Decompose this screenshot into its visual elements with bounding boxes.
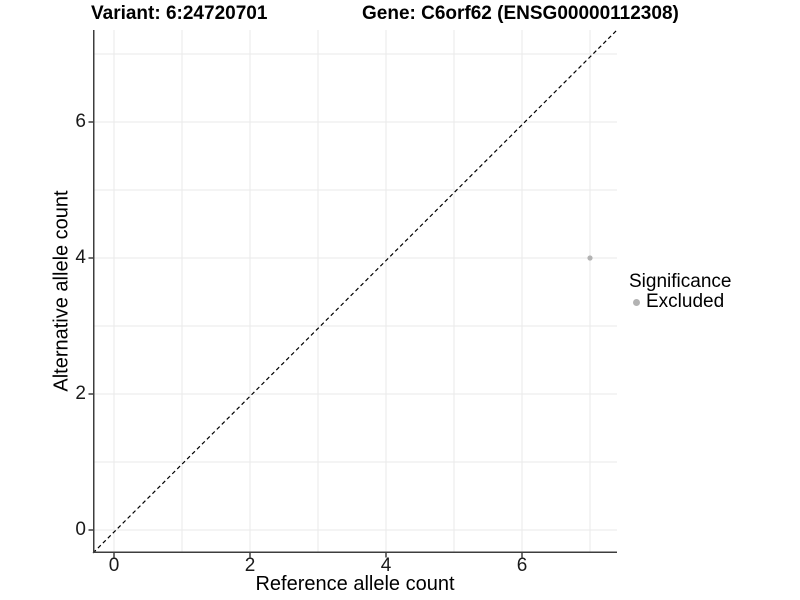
y-tick-label: 4 — [75, 247, 86, 268]
y-tick-label: 2 — [75, 383, 86, 404]
variant-title: Variant: 6:24720701 — [91, 3, 268, 24]
x-tick-label: 0 — [108, 555, 120, 576]
x-axis-title: Reference allele count — [255, 573, 455, 595]
x-tick-label: 2 — [244, 555, 256, 576]
plot-canvas — [88, 29, 618, 558]
legend-item-excluded: Excluded — [629, 292, 731, 312]
legend-title: Significance — [629, 271, 732, 292]
y-axis-title: Alternative allele count — [50, 190, 73, 392]
y-tick-label: 6 — [75, 111, 86, 132]
identity-line — [92, 29, 618, 554]
plot-panel — [88, 29, 618, 558]
gene-title: Gene: C6orf62 (ENSG00000112308) — [362, 3, 679, 24]
legend-item-label: Excluded — [646, 291, 725, 312]
x-tick-label: 4 — [380, 555, 392, 576]
y-tick-label: 0 — [75, 519, 86, 540]
data-point — [587, 255, 593, 261]
legend: Significance Excluded — [629, 272, 731, 312]
legend-point-icon — [633, 298, 640, 306]
x-tick-label: 6 — [516, 555, 528, 576]
